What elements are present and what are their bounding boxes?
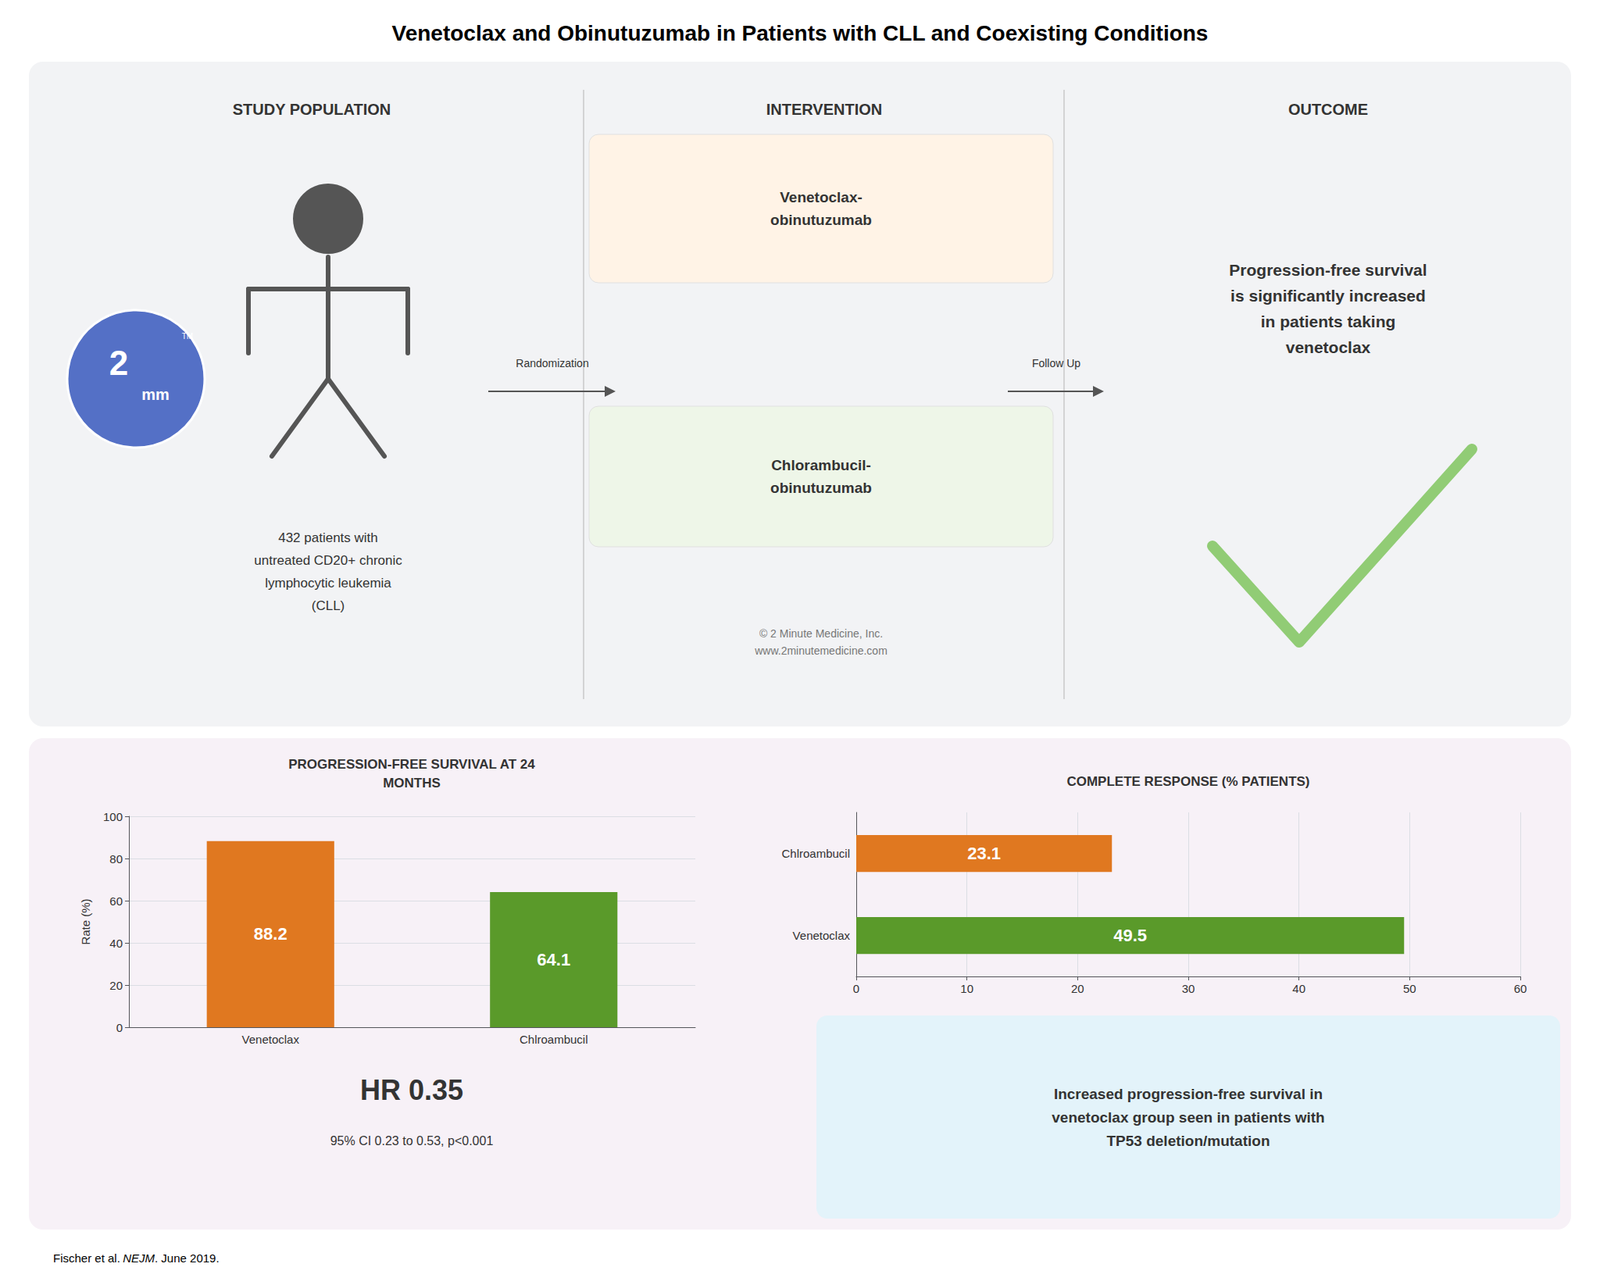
svg-text:Fischer et al.: Fischer et al. [53, 1251, 121, 1265]
svg-text:10: 10 [960, 982, 974, 996]
svg-text:Follow Up: Follow Up [1032, 357, 1081, 370]
svg-text:COMPLETE RESPONSE (% PATIENTS): COMPLETE RESPONSE (% PATIENTS) [1066, 774, 1310, 790]
svg-text:Chlorambucil-: Chlorambucil- [771, 457, 872, 474]
svg-text:STUDY POPULATION: STUDY POPULATION [232, 100, 392, 118]
svg-text:PROGRESSION-FREE SURVIVAL AT 2: PROGRESSION-FREE SURVIVAL AT 24 [288, 757, 536, 772]
svg-text:60: 60 [1514, 982, 1528, 996]
svg-text:obinutuzumab: obinutuzumab [770, 211, 872, 229]
svg-text:Venetoclax and Obinutuzumab in: Venetoclax and Obinutuzumab in Patients … [392, 21, 1209, 46]
svg-text:is significantly increased: is significantly increased [1230, 286, 1426, 305]
svg-text:40: 40 [1292, 982, 1306, 996]
svg-text:OUTCOME: OUTCOME [1288, 100, 1368, 118]
svg-text:Chlroambucil: Chlroambucil [519, 1032, 589, 1047]
svg-text:100: 100 [103, 810, 123, 824]
svg-text:© 2 Minute Medicine, Inc.: © 2 Minute Medicine, Inc. [759, 627, 883, 640]
svg-text:Randomization: Randomization [515, 357, 589, 370]
svg-text:obinutuzumab: obinutuzumab [770, 479, 872, 497]
svg-text:Venetoclax: Venetoclax [242, 1032, 300, 1047]
svg-text:60: 60 [109, 894, 123, 908]
svg-text:64.1: 64.1 [536, 950, 571, 970]
svg-text:88.2: 88.2 [253, 924, 288, 944]
svg-text:20: 20 [1071, 982, 1085, 996]
svg-text:TP53 deletion/mutation: TP53 deletion/mutation [1106, 1132, 1270, 1150]
svg-text:0: 0 [116, 1021, 123, 1035]
svg-text:0: 0 [853, 982, 860, 996]
svg-text:40: 40 [109, 936, 123, 950]
svg-text:TM: TM [182, 332, 193, 341]
svg-text:Venetoclax: Venetoclax [792, 928, 851, 943]
svg-text:432 patients with: 432 patients with [278, 530, 379, 546]
svg-text:95% CI 0.23 to 0.53, p<0.001: 95% CI 0.23 to 0.53, p<0.001 [330, 1134, 494, 1148]
svg-text:lymphocytic leukemia: lymphocytic leukemia [264, 575, 392, 591]
svg-text:venetoclax: venetoclax [1285, 338, 1372, 357]
svg-text:Rate (%): Rate (%) [78, 898, 93, 945]
svg-text:in patients taking: in patients taking [1260, 312, 1397, 331]
svg-text:Increased progression-free sur: Increased progression-free survival in [1053, 1085, 1323, 1103]
svg-text:20: 20 [109, 978, 123, 993]
svg-text:Progression-free survival: Progression-free survival [1228, 260, 1427, 279]
svg-text:venetoclax group seen in patie: venetoclax group seen in patients with [1051, 1109, 1325, 1126]
svg-text:HR 0.35: HR 0.35 [360, 1074, 464, 1107]
svg-text:30: 30 [1182, 982, 1196, 996]
svg-text:49.5: 49.5 [1113, 925, 1147, 946]
svg-text:www.2minutemedicine.com: www.2minutemedicine.com [753, 644, 888, 658]
svg-text:. June 2019.: . June 2019. [154, 1251, 220, 1265]
svg-text:INTERVENTION: INTERVENTION [766, 100, 883, 118]
svg-text:80: 80 [109, 852, 123, 866]
svg-text:2: 2 [109, 343, 129, 383]
svg-text:Venetoclax-: Venetoclax- [779, 189, 863, 206]
svg-text:50: 50 [1403, 982, 1417, 996]
svg-text:mm: mm [141, 385, 170, 404]
svg-text:Chlroambucil: Chlroambucil [781, 846, 850, 861]
svg-text:NEJM: NEJM [122, 1251, 155, 1265]
svg-text:(CLL): (CLL) [311, 598, 346, 614]
svg-text:MONTHS: MONTHS [382, 775, 441, 791]
svg-text:untreated CD20+ chronic: untreated CD20+ chronic [253, 553, 403, 568]
svg-text:23.1: 23.1 [967, 843, 1001, 864]
